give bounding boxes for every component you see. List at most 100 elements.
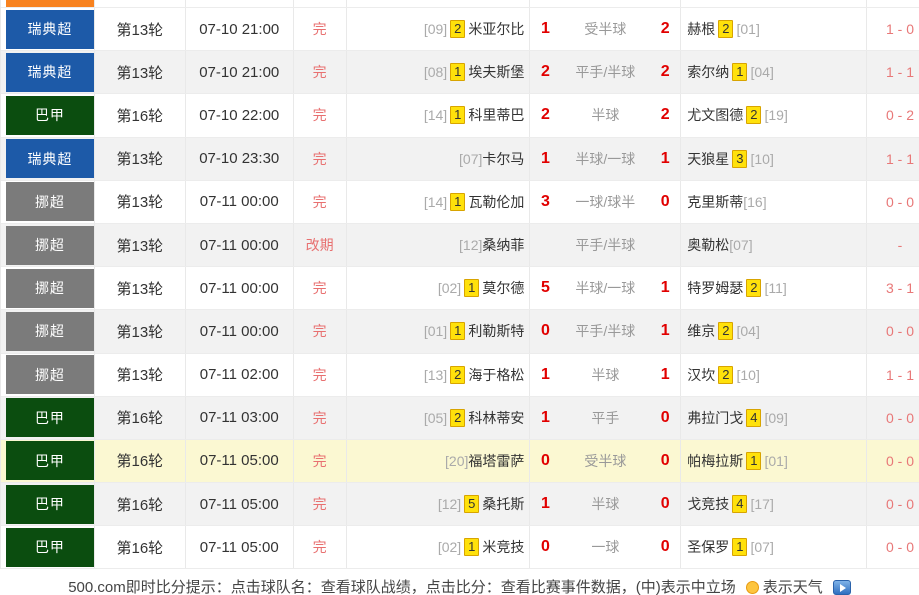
home-yellow-cards: 1 bbox=[450, 192, 466, 211]
halftime-score[interactable]: 0 - 0 bbox=[886, 452, 915, 469]
match-time: 07-11 05:00 bbox=[186, 483, 294, 526]
halftime-score[interactable]: 1 - 1 bbox=[886, 150, 915, 167]
home-team-name[interactable]: 埃夫斯堡 bbox=[468, 64, 525, 81]
away-score[interactable]: 2 bbox=[660, 20, 670, 38]
league-badge[interactable]: 瑞典超 bbox=[6, 139, 94, 179]
away-score[interactable]: 0 bbox=[660, 408, 670, 426]
home-team-name[interactable]: 科里蒂巴 bbox=[468, 107, 525, 124]
home-team-name[interactable]: 福塔雷萨 bbox=[468, 452, 525, 469]
home-team-name[interactable]: 利勒斯特 bbox=[468, 323, 525, 340]
home-score[interactable]: 1 bbox=[540, 408, 550, 426]
away-score[interactable]: 0 bbox=[660, 451, 670, 469]
league-badge[interactable]: 挪超 bbox=[6, 311, 94, 351]
away-score[interactable]: 1 bbox=[660, 149, 670, 167]
match-row: 瑞典超 第13轮 07-10 21:00 完 [08] 1 埃夫斯堡 2 平手/半球 2 索尔纳 1[… bbox=[1, 51, 919, 95]
halftime-score[interactable]: 0 - 2 bbox=[886, 107, 915, 124]
home-score[interactable]: 1 bbox=[540, 149, 550, 167]
away-score[interactable]: 1 bbox=[660, 279, 670, 297]
home-score[interactable]: 5 bbox=[540, 279, 550, 297]
away-score[interactable]: 0 bbox=[660, 538, 670, 556]
away-team-name[interactable]: 特罗姆瑟 bbox=[687, 280, 744, 297]
match-status: 完 bbox=[294, 94, 347, 137]
away-score[interactable]: 2 bbox=[660, 63, 670, 81]
halftime-score[interactable]: 1 - 0 bbox=[886, 21, 915, 38]
away-score[interactable]: 1 bbox=[660, 365, 670, 383]
league-badge[interactable]: 瑞典超 bbox=[6, 9, 94, 49]
league-badge[interactable]: 巴甲 bbox=[6, 484, 94, 524]
home-team-name[interactable]: 卡尔马 bbox=[482, 150, 525, 167]
home-team-name[interactable]: 桑托斯 bbox=[482, 496, 525, 513]
handicap-label: 半球/一球 bbox=[575, 280, 636, 297]
home-score[interactable]: 1 bbox=[540, 365, 550, 383]
handicap-label: 平手/半球 bbox=[575, 323, 636, 340]
league-cell: 瑞典超 bbox=[1, 8, 95, 51]
away-score[interactable]: 0 bbox=[660, 192, 670, 210]
home-team-name[interactable]: 莫尔德 bbox=[482, 280, 525, 297]
away-team-name[interactable]: 圣保罗 bbox=[687, 539, 730, 556]
league-badge[interactable]: 巴甲 bbox=[6, 95, 94, 135]
match-status: 完 bbox=[294, 396, 347, 439]
away-team-name[interactable]: 汉坎 bbox=[687, 366, 716, 383]
away-team-name[interactable]: 奥勒松 bbox=[687, 237, 730, 254]
league-badge[interactable]: 巴甲 bbox=[6, 441, 94, 481]
score-cell: 3 一球/球半 0 bbox=[530, 180, 682, 223]
league-badge[interactable]: 挪超 bbox=[6, 225, 94, 265]
halftime-score[interactable]: 0 - 0 bbox=[886, 409, 915, 426]
home-yellow-cards: 2 bbox=[450, 408, 466, 427]
away-score[interactable]: 1 bbox=[660, 322, 670, 340]
away-team-name[interactable]: 维京 bbox=[687, 323, 716, 340]
round-label: 第16轮 bbox=[95, 526, 186, 569]
away-team-cell: 尤文图德 2 [19] bbox=[681, 94, 868, 137]
away-score[interactable]: 2 bbox=[660, 106, 670, 124]
away-team-name[interactable]: 戈竞技 bbox=[687, 496, 730, 513]
league-badge[interactable]: 瑞典超 bbox=[6, 52, 94, 92]
away-team-name[interactable]: 天狼星 bbox=[687, 150, 730, 167]
halftime-score[interactable]: 1 - 1 bbox=[886, 64, 915, 81]
halftime-score[interactable]: 3 - 1 bbox=[886, 280, 915, 297]
halftime-cell: 0 - 0 bbox=[867, 526, 919, 568]
halftime-score[interactable]: 0 - 0 bbox=[886, 193, 915, 210]
halftime-score[interactable]: - bbox=[897, 237, 903, 254]
halftime-score[interactable]: 0 - 0 bbox=[886, 539, 915, 556]
play-triangle-icon bbox=[839, 584, 846, 593]
league-badge[interactable]: 挪超 bbox=[6, 355, 94, 395]
home-score[interactable]: 2 bbox=[540, 63, 550, 81]
away-team-name[interactable]: 帕梅拉斯 bbox=[687, 452, 744, 469]
halftime-score[interactable]: 0 - 0 bbox=[886, 496, 915, 513]
home-team-name[interactable]: 海于格松 bbox=[468, 366, 525, 383]
home-score[interactable]: 0 bbox=[540, 322, 550, 340]
league-badge[interactable]: 挪超 bbox=[6, 268, 94, 308]
home-score[interactable]: 3 bbox=[540, 192, 550, 210]
home-team-name[interactable]: 桑纳菲 bbox=[482, 237, 525, 254]
league-badge[interactable]: 巴甲 bbox=[6, 527, 94, 567]
score-cell: 1 受半球 2 bbox=[530, 8, 682, 51]
league-cell: 巴甲 bbox=[1, 94, 95, 137]
home-team-name[interactable]: 科林蒂安 bbox=[468, 409, 525, 426]
halftime-score[interactable]: 1 - 1 bbox=[886, 366, 915, 383]
league-badge-partial[interactable] bbox=[6, 0, 94, 7]
away-team-name[interactable]: 弗拉门戈 bbox=[687, 409, 744, 426]
league-badge[interactable]: 巴甲 bbox=[6, 398, 94, 438]
home-score[interactable]: 1 bbox=[540, 20, 550, 38]
away-score[interactable]: 0 bbox=[660, 495, 670, 513]
home-score[interactable]: 1 bbox=[540, 495, 550, 513]
home-score[interactable]: 0 bbox=[540, 538, 550, 556]
away-team-name[interactable]: 索尔纳 bbox=[687, 64, 730, 81]
league-cell: 巴甲 bbox=[1, 526, 95, 569]
away-team-cell: 天狼星 3 [10] bbox=[681, 137, 868, 180]
home-score[interactable]: 0 bbox=[540, 451, 550, 469]
away-team-name[interactable]: 尤文图德 bbox=[687, 107, 744, 124]
match-row: 巴甲 第16轮 07-11 05:00 完 [12] 5 桑托斯 1 半球 0 戈竞技 4 [17] 0 … bbox=[1, 483, 919, 527]
home-team-name[interactable]: 米亚尔比 bbox=[468, 21, 525, 38]
away-team-name[interactable]: 赫根 bbox=[687, 21, 716, 38]
home-team-name[interactable]: 瓦勒伦加 bbox=[468, 193, 525, 210]
home-score[interactable]: 2 bbox=[540, 106, 550, 124]
away-team-name[interactable]: 克里斯蒂 bbox=[687, 193, 744, 210]
match-row: 挪超 第13轮 07-11 02:00 完 [13] 2 海于格松 1 半球 1 汉坎 2 [10] 1 … bbox=[1, 353, 919, 397]
halftime-score[interactable]: 0 - 0 bbox=[886, 323, 915, 340]
handicap-label: 平手/半球 bbox=[575, 237, 636, 254]
match-time: 07-11 03:00 bbox=[186, 396, 294, 439]
halftime-cell: 1 - 1 bbox=[867, 138, 919, 180]
home-team-name[interactable]: 米竞技 bbox=[482, 539, 525, 556]
league-badge[interactable]: 挪超 bbox=[6, 182, 94, 222]
